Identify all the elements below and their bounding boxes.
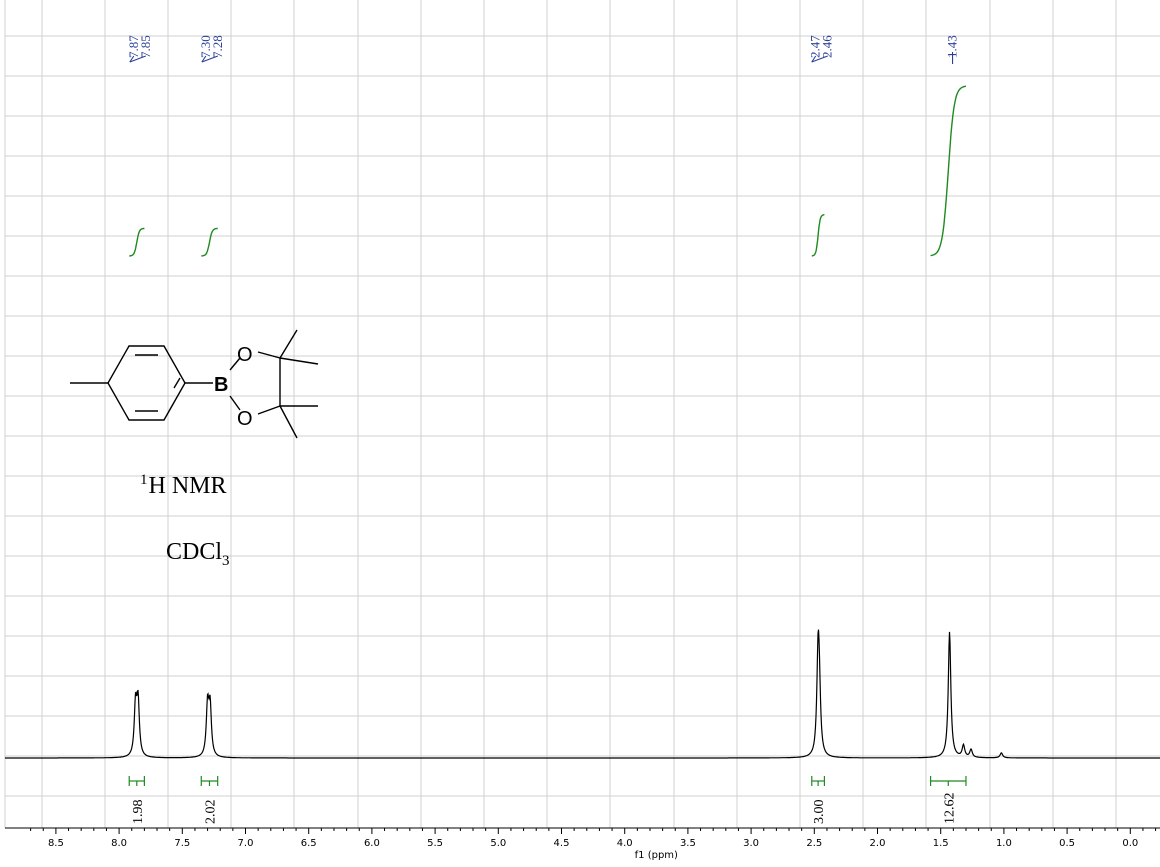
x-tick-label: 2.0 [870,838,886,849]
integral-value-label: 1.98 [131,800,146,825]
o-c-top-bond [257,351,281,359]
integral-curve [930,85,967,257]
x-tick-label: 3.0 [743,838,759,849]
x-tick-label: 7.0 [238,838,254,849]
x-tick-label: 4.0 [617,838,633,849]
ring-double-bond-right [173,377,181,389]
molecule-structure [70,329,319,439]
methyl-bottom-2 [279,405,298,439]
integral-value-label: 2.02 [203,800,218,825]
x-tick-label: 8.5 [48,838,64,849]
nmr-solvent: CDCl3 [166,539,230,570]
peak-shift-label: 2.46 [820,35,835,58]
x-axis-title: f1 (ppm) [635,850,678,861]
methyl-top-2 [279,357,319,365]
x-tick-label: 2.5 [806,838,822,849]
integral-curves [129,85,967,257]
nucleus-superscript: 1 [140,472,148,488]
x-ticks: 8.5 8.0 7.5 7.0 6.5 6.0 5.5 5.0 4.5 4.0 3.5 3.0 2.5 2… [30,828,1157,849]
o-c-bottom-bond [257,405,281,415]
peak-shift-label: 7.30 [198,35,213,58]
nucleus-label: H NMR [148,473,227,499]
peak-label-connector [811,55,828,63]
solvent-subscript: 3 [222,553,230,569]
boron-atom: B [214,374,228,396]
methyl-top-1 [279,329,298,359]
integral-value-label: 12.62 [942,793,957,825]
x-tick-label: 1.5 [933,838,949,849]
benzene-ring [107,345,186,421]
grid-lines [4,0,1160,828]
b-o-bottom-bond [229,395,241,411]
x-tick-label: 6.0 [364,838,380,849]
peak-label-connector [201,55,207,63]
oxygen-atom-top: O [237,344,253,366]
x-tick-label: 4.5 [554,838,570,849]
x-tick-label: 6.5 [301,838,317,849]
peak-shift-label: 7.28 [210,35,225,58]
integral-value-label: 3.00 [812,800,827,825]
b-o-top-bond [229,357,241,371]
peak-label-connector [129,55,146,63]
peak-shift-label: 7.85 [138,35,153,58]
integral-curve [811,214,825,257]
x-axis: 8.5 8.0 7.5 7.0 6.5 6.0 5.5 5.0 4.5 4.0 3.5 3.0 2.5 2… [5,827,1160,861]
x-tick-label: 7.5 [174,838,190,849]
integral-brackets: 1.98 2.02 3.00 12.62 [128,776,967,825]
x-tick-label: 1.0 [996,838,1012,849]
integral-curve [201,227,218,257]
x-tick-label: 5.0 [490,838,506,849]
oxygen-atom-bottom: O [237,408,253,430]
peak-label-connector [811,55,817,63]
peak-label-connector [201,55,219,63]
peak-labels: 7.877.85 7.307.28 2.472.46 1.43 [126,35,960,64]
peak-shift-label: 1.43 [945,35,960,58]
peak-shift-label: 2.47 [808,35,823,58]
spectrum-line [5,629,1160,759]
peak-label-connector [129,55,135,63]
peak-shift-label: 7.87 [126,35,141,58]
integral-curve [129,227,145,257]
x-tick-label: 8.0 [111,838,127,849]
x-tick-label: 5.5 [427,838,443,849]
x-tick-label: 0.5 [1059,838,1075,849]
solvent-base: CDCl [166,539,223,565]
x-tick-label: 3.5 [680,838,696,849]
x-tick-label: 0.0 [1122,838,1138,849]
nmr-title: 1H NMR [140,472,227,500]
